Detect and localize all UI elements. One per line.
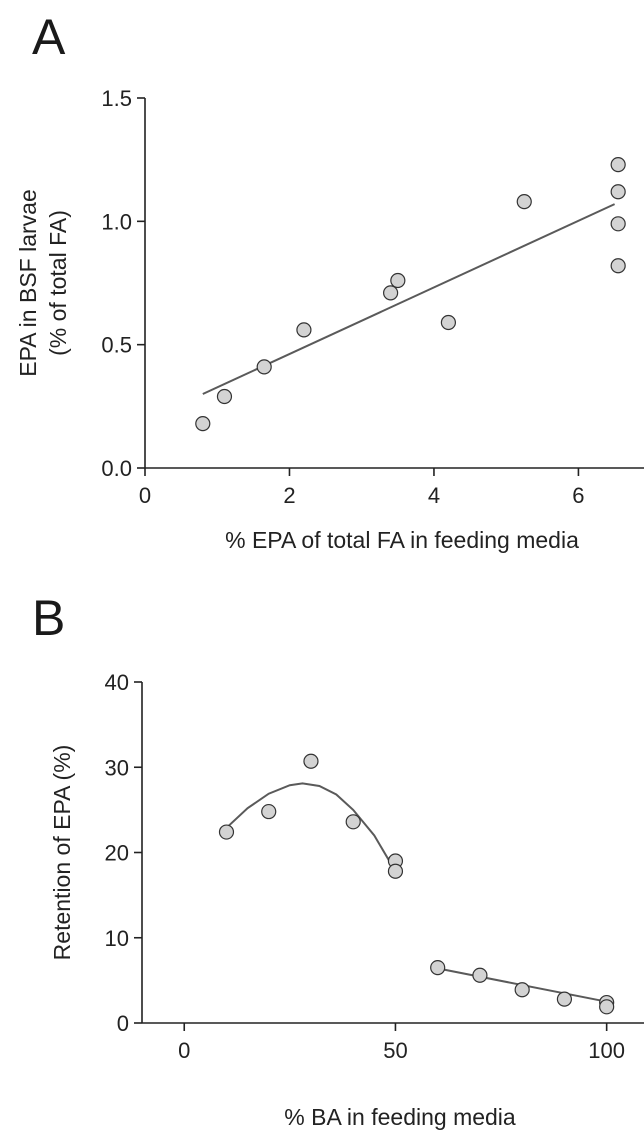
y-axis-label-line-1: EPA in BSF larvae [15, 189, 41, 377]
data-point [303, 753, 319, 769]
data-point [261, 803, 277, 820]
data-point [556, 991, 573, 1007]
y-tick-label: 20 [105, 841, 129, 866]
panel-letter-a: A [32, 9, 66, 65]
data-point [610, 157, 626, 173]
data-point [610, 184, 626, 200]
x-axis-label: % BA in feeding media [284, 1104, 516, 1130]
x-tick-label: 50 [383, 1038, 407, 1063]
x-tick-label: 2 [283, 483, 295, 508]
panel-letter-b: B [32, 590, 65, 646]
data-point [430, 959, 446, 976]
data-point [599, 999, 615, 1015]
y-tick-label: 0 [117, 1011, 129, 1036]
x-tick-label: 100 [588, 1038, 625, 1063]
data-point [216, 388, 233, 405]
y-tick-label: 0.0 [101, 456, 132, 481]
data-point [472, 967, 488, 983]
y-tick-label: 1.0 [101, 209, 132, 234]
y-tick-label: 30 [105, 755, 129, 780]
y-axis-label-line-2: (% of total FA) [45, 210, 71, 356]
y-tick-label: 40 [105, 670, 129, 695]
regression-line [202, 203, 616, 395]
data-point [345, 814, 361, 830]
data-point [296, 322, 312, 338]
data-point [610, 216, 626, 232]
data-point [387, 863, 404, 879]
x-tick-label: 4 [428, 483, 440, 508]
data-point [195, 416, 211, 432]
data-point [440, 314, 457, 331]
data-point [218, 824, 235, 840]
data-point [514, 982, 530, 998]
data-point [256, 359, 272, 375]
panel-b-plot: 0 10 20 30 40 0 50 100 % BA in feeding media Rete… [49, 670, 644, 1130]
x-tick-label: 6 [572, 483, 584, 508]
regression-curve [225, 782, 397, 872]
data-point [610, 258, 626, 274]
y-axis-label: Retention of EPA (%) [49, 745, 75, 961]
panel-a-plot: 0.0 0.5 1.0 1.5 0 2 4 6 % EPA of total FA in fee… [15, 86, 644, 553]
x-tick-label: 0 [178, 1038, 190, 1063]
y-tick-label: 10 [105, 926, 129, 951]
data-point [383, 285, 399, 301]
x-axis-label: % EPA of total FA in feeding media [225, 527, 579, 553]
y-tick-label: 1.5 [101, 86, 132, 111]
data-point [516, 194, 532, 210]
x-tick-label: 0 [139, 483, 151, 508]
data-point [390, 272, 406, 289]
y-tick-label: 0.5 [101, 333, 132, 358]
